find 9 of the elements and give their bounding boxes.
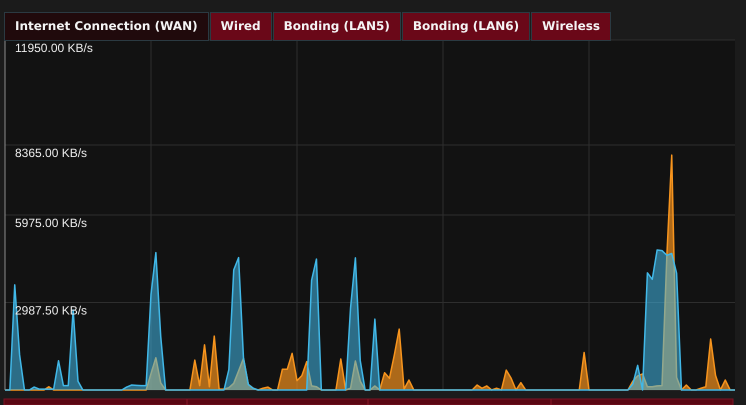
tab: Wired	[210, 13, 271, 40]
tab: Internet Connection (WAN)	[5, 13, 208, 40]
tab: Wireless	[532, 13, 610, 40]
y-tick-label: 8365.00 KB/s	[15, 146, 88, 160]
y-tick-label: 5975.00 KB/s	[15, 216, 88, 230]
chart-title: Internet Connection (WAN)	[15, 19, 198, 33]
tab: Bonding (LAN6)	[402, 13, 530, 40]
y-tick-label: 11950.00 KB/s	[15, 41, 93, 55]
tab: Bonding (LAN5)	[274, 13, 400, 40]
